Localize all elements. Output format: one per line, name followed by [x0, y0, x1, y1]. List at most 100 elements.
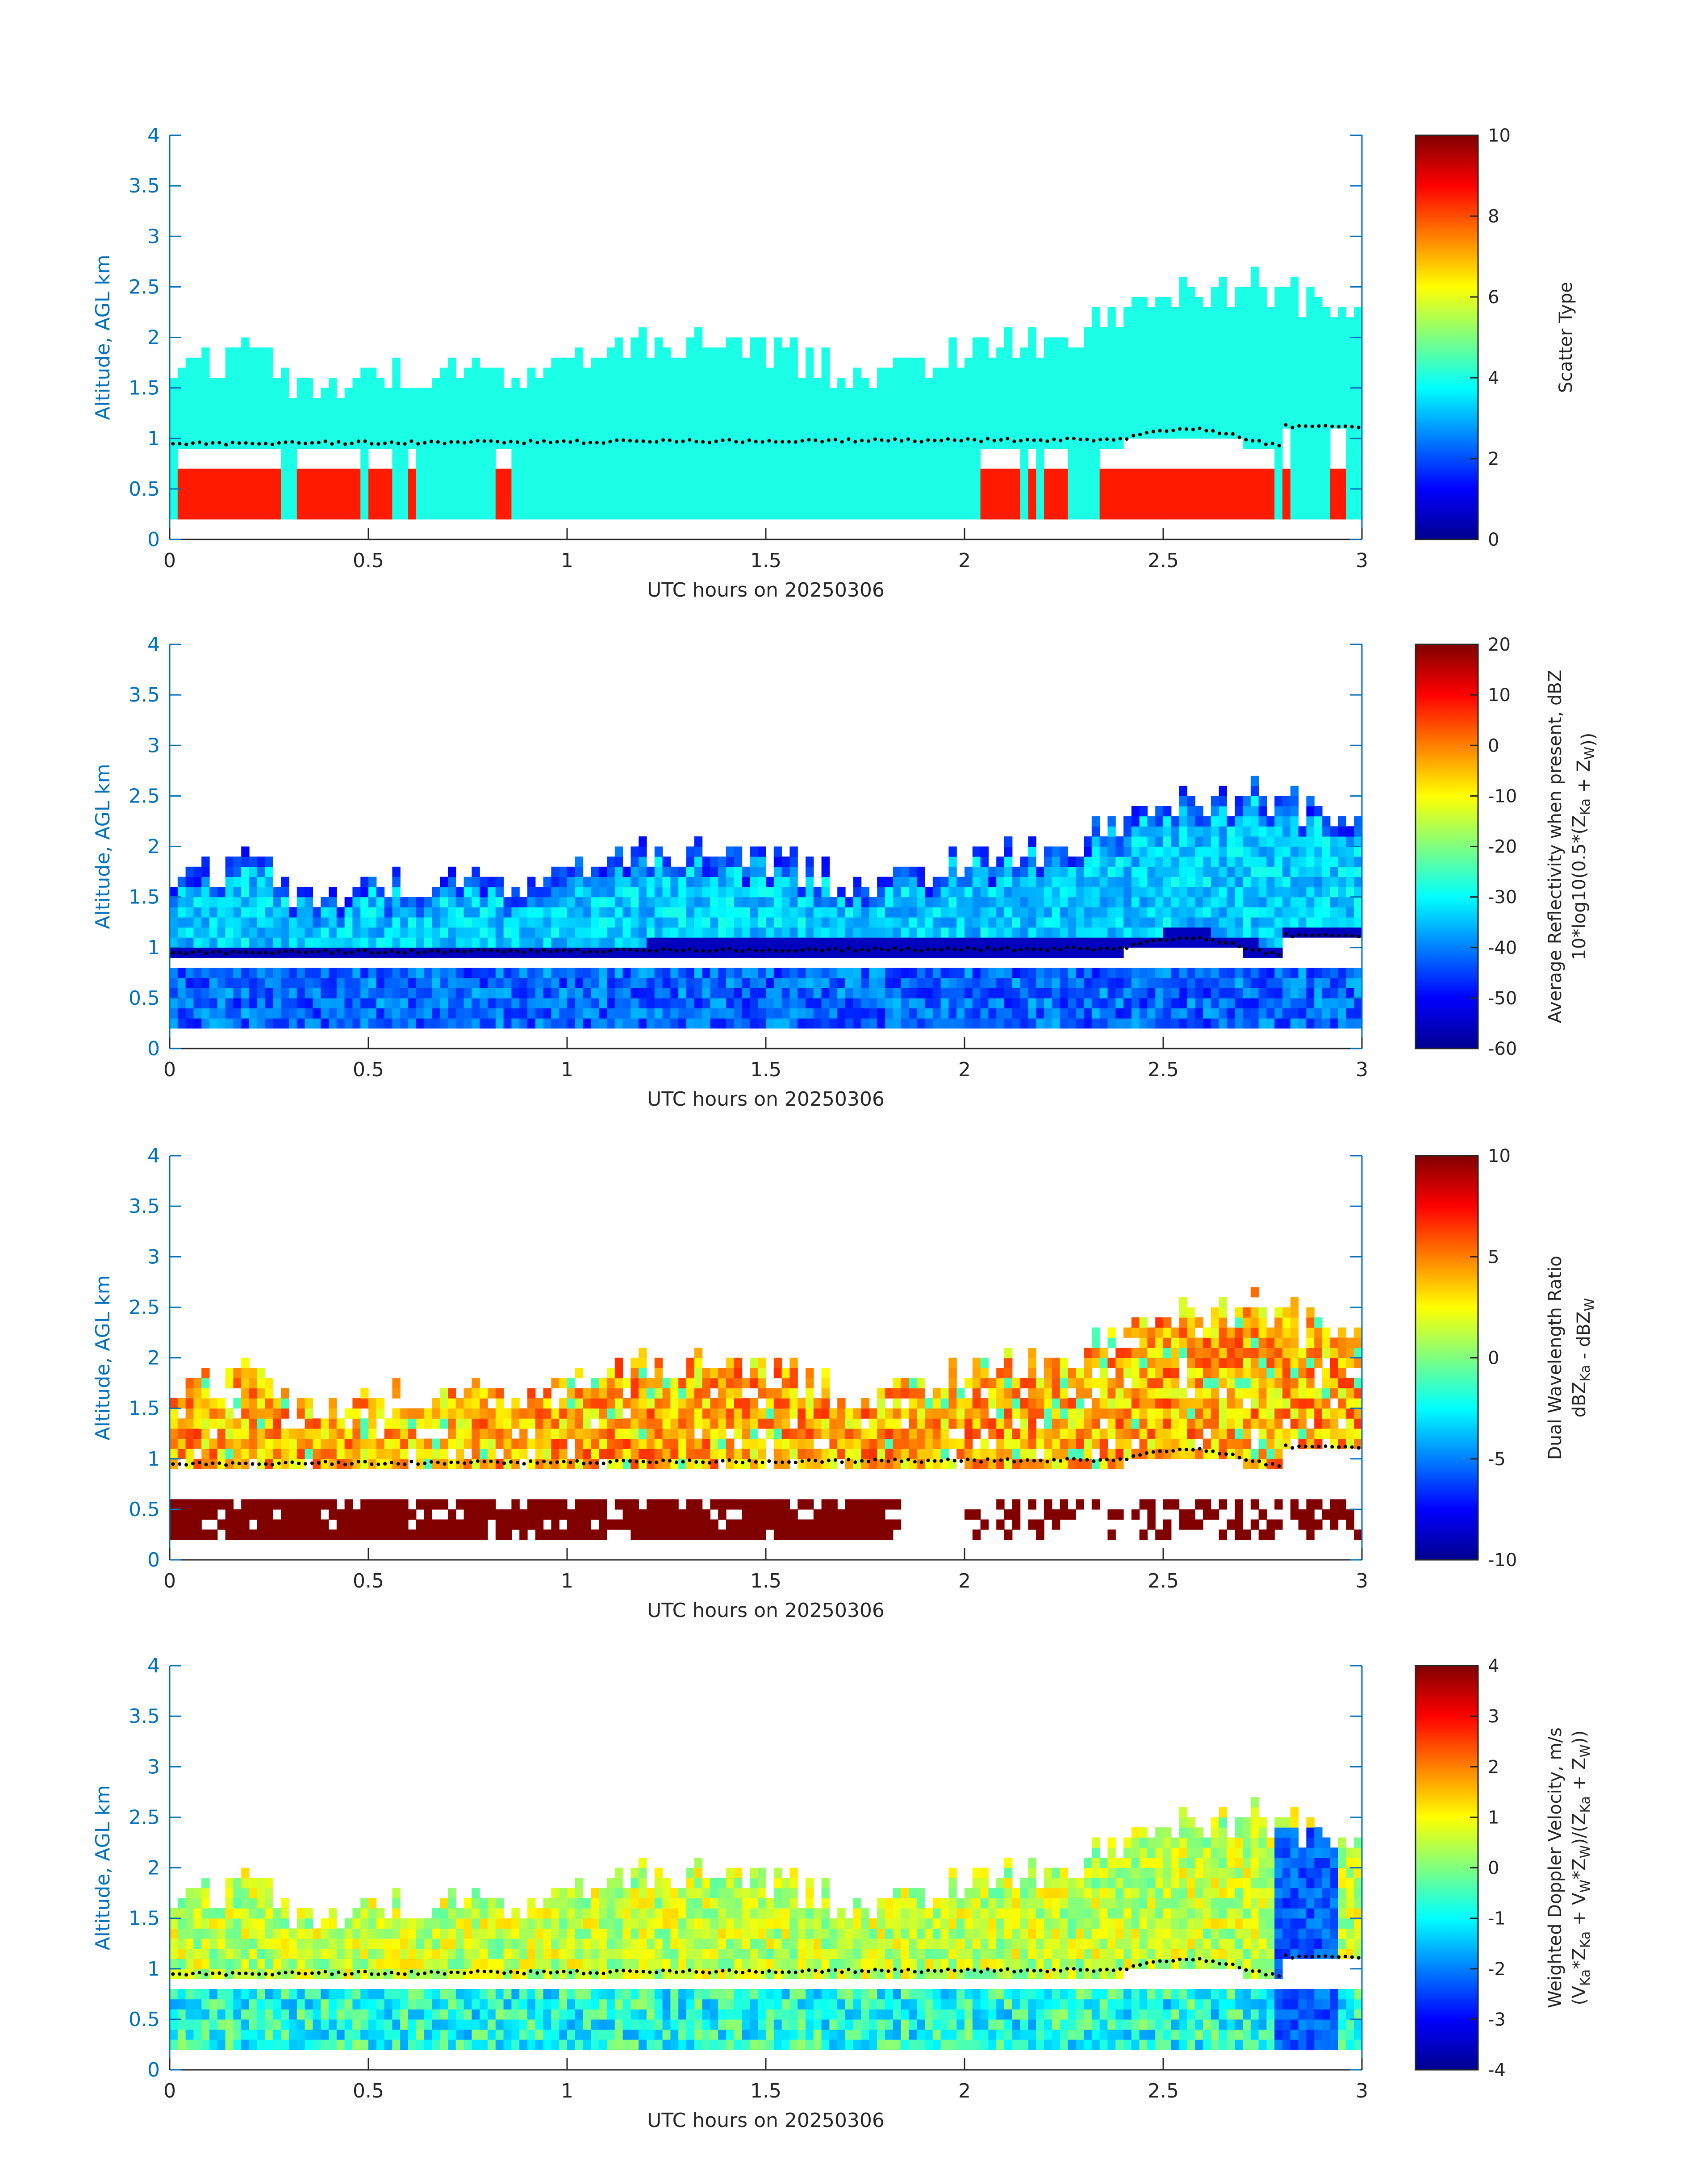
heatmap-cell	[1274, 287, 1283, 297]
heatmap-cell	[1044, 917, 1052, 928]
heatmap-cell	[829, 897, 838, 907]
heatmap-cell	[225, 857, 234, 867]
heatmap-cell	[281, 499, 289, 510]
heatmap-cell	[1028, 988, 1036, 999]
heatmap-cell	[313, 1018, 321, 1029]
heatmap-cell	[1266, 489, 1275, 500]
heatmap-cell	[193, 499, 202, 510]
heatmap-cell	[1123, 937, 1132, 948]
heatmap-cell	[773, 877, 782, 887]
heatmap-cell	[201, 877, 210, 887]
heatmap-cell	[1322, 398, 1331, 409]
heatmap-cell	[583, 998, 591, 1009]
heatmap-cell	[305, 428, 313, 439]
heatmap-cell	[559, 509, 568, 520]
heatmap-cell	[702, 887, 710, 898]
cloud-base-point	[264, 442, 268, 446]
heatmap-cell	[599, 357, 607, 368]
heatmap-cell	[177, 887, 186, 898]
heatmap-cell	[1076, 866, 1084, 877]
heatmap-cell	[1139, 968, 1148, 978]
heatmap-cell	[647, 877, 655, 887]
heatmap-cell	[1091, 368, 1100, 378]
heatmap-cell	[289, 448, 297, 459]
heatmap-cell	[1028, 937, 1036, 948]
heatmap-cell	[781, 428, 790, 439]
heatmap-cell	[686, 368, 695, 378]
heatmap-cell	[1282, 327, 1291, 338]
heatmap-cell	[519, 509, 528, 520]
heatmap-cell	[432, 968, 440, 978]
heatmap-cell	[344, 907, 353, 918]
heatmap-cell	[1338, 917, 1346, 928]
heatmap-cell	[384, 388, 393, 398]
heatmap-cell	[789, 917, 798, 928]
heatmap-cell	[1338, 499, 1346, 510]
heatmap-cell	[352, 998, 361, 1009]
heatmap-cell	[1115, 468, 1124, 479]
heatmap-cell	[1076, 428, 1084, 439]
heatmap-cell	[742, 998, 750, 1009]
heatmap-cell	[1020, 368, 1028, 378]
heatmap-cell	[368, 907, 377, 918]
heatmap-cell	[909, 887, 917, 898]
heatmap-cell	[1060, 347, 1068, 358]
heatmap-cell	[742, 459, 750, 469]
heatmap-cell	[583, 1018, 591, 1029]
heatmap-cell	[464, 1008, 472, 1019]
heatmap-cell	[750, 887, 758, 898]
heatmap-cell	[583, 398, 591, 409]
heatmap-cell	[440, 388, 448, 398]
heatmap-cell	[622, 968, 631, 978]
heatmap-cell	[821, 489, 830, 500]
heatmap-cell	[1203, 836, 1211, 847]
heatmap-cell	[464, 428, 472, 439]
heatmap-cell	[1068, 357, 1076, 368]
heatmap-cell	[1139, 418, 1148, 429]
heatmap-cell	[988, 897, 997, 907]
heatmap-cell	[241, 978, 250, 988]
heatmap-cell	[662, 388, 671, 398]
cloud-base-point	[290, 440, 294, 444]
heatmap-cell	[758, 347, 766, 358]
heatmap-cell	[1123, 877, 1132, 887]
heatmap-cell	[678, 988, 687, 999]
heatmap-cell	[1052, 398, 1061, 409]
heatmap-cell	[1044, 846, 1052, 857]
heatmap-cell	[1084, 408, 1092, 419]
heatmap-cell	[352, 988, 361, 999]
heatmap-cell	[686, 857, 695, 867]
heatmap-cell	[1203, 866, 1211, 877]
heatmap-cell	[1298, 327, 1307, 338]
heatmap-cell	[1306, 998, 1315, 1009]
heatmap-cell	[773, 978, 782, 988]
heatmap-cell	[1330, 398, 1339, 409]
heatmap-cell	[1195, 347, 1203, 358]
heatmap-cell	[702, 499, 710, 510]
heatmap-cell	[1123, 857, 1132, 867]
heatmap-cell	[591, 937, 599, 948]
heatmap-cell	[750, 448, 758, 459]
heatmap-cell	[1354, 337, 1362, 348]
heatmap-cell	[829, 459, 838, 469]
heatmap-cell	[901, 388, 909, 398]
heatmap-cell	[488, 418, 496, 429]
heatmap-cell	[726, 927, 735, 938]
heatmap-cell	[1211, 998, 1219, 1009]
heatmap-cell	[965, 988, 973, 999]
heatmap-cell	[360, 998, 369, 1009]
heatmap-cell	[639, 347, 647, 358]
heatmap-cell	[551, 459, 560, 469]
heatmap-cell	[1091, 347, 1100, 358]
heatmap-cell	[1036, 479, 1044, 489]
heatmap-cell	[781, 357, 790, 368]
heatmap-cell	[591, 468, 599, 479]
cloud-base-point	[184, 443, 188, 447]
heatmap-cell	[1036, 917, 1044, 928]
x-tick-label: 0.5	[353, 549, 384, 572]
heatmap-cell	[726, 1008, 735, 1019]
cloud-base-point	[1171, 428, 1175, 432]
heatmap-cell	[424, 988, 432, 999]
heatmap-cell	[1235, 998, 1243, 1009]
heatmap-cell	[1243, 1008, 1251, 1019]
